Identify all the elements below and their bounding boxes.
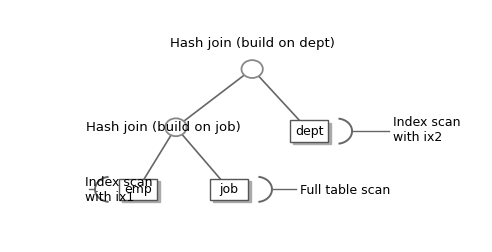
Text: Full table scan: Full table scan xyxy=(300,184,390,197)
FancyBboxPatch shape xyxy=(119,179,157,200)
Ellipse shape xyxy=(165,118,186,136)
Ellipse shape xyxy=(242,60,263,78)
FancyBboxPatch shape xyxy=(293,123,332,144)
FancyBboxPatch shape xyxy=(213,181,251,202)
Text: Index scan
with ix2: Index scan with ix2 xyxy=(393,116,461,144)
FancyBboxPatch shape xyxy=(290,120,329,142)
FancyBboxPatch shape xyxy=(210,179,248,200)
Text: dept: dept xyxy=(295,125,324,138)
Text: Index scan
with ix1: Index scan with ix1 xyxy=(85,176,153,204)
Text: emp: emp xyxy=(124,183,152,196)
Text: Hash join (build on job): Hash join (build on job) xyxy=(86,121,241,134)
FancyBboxPatch shape xyxy=(122,181,160,202)
Text: job: job xyxy=(220,183,239,196)
Text: Hash join (build on dept): Hash join (build on dept) xyxy=(170,37,335,50)
